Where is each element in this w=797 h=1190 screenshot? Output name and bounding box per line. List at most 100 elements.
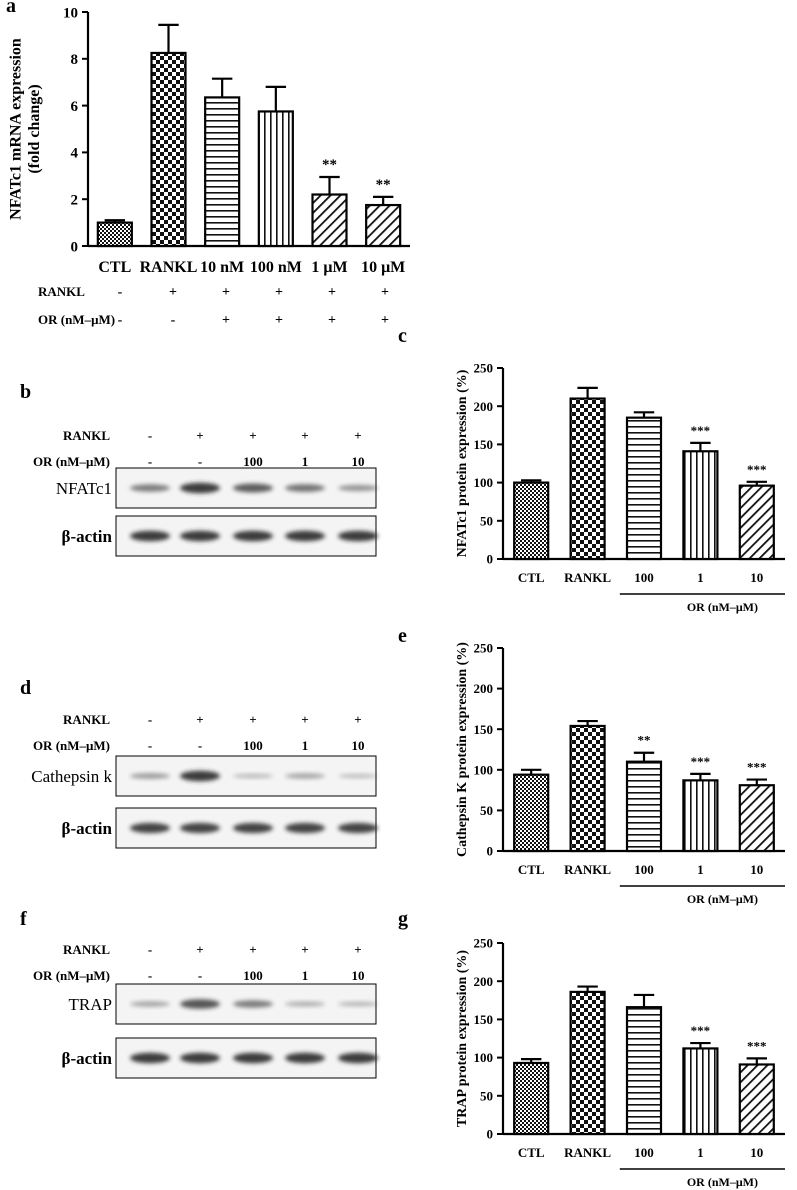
- significance-label: **: [376, 177, 391, 193]
- y-tick-label: 0: [487, 552, 494, 567]
- condition-mark: -: [118, 285, 123, 300]
- bar: [365, 203, 402, 248]
- significance-label: ***: [691, 754, 711, 769]
- x-category-label: 10 nM: [200, 259, 244, 276]
- blot-band: [233, 1000, 273, 1008]
- blot-row-label: TRAP: [69, 995, 112, 1014]
- y-tick-label: 6: [71, 99, 79, 115]
- significance-label: ***: [747, 1038, 767, 1053]
- y-tick-label: 250: [474, 936, 494, 951]
- blot-band: [180, 530, 220, 542]
- panel-label-d: d: [20, 677, 31, 699]
- blot-condition-label: RANKL: [63, 942, 110, 957]
- blot-band: [285, 1052, 325, 1064]
- y-tick-label: 0: [487, 1127, 494, 1142]
- condition-mark: +: [381, 285, 389, 300]
- x-category-label: RANKL: [564, 862, 611, 877]
- bar: [311, 193, 348, 248]
- x-category-label: CTL: [518, 570, 545, 585]
- condition-row-label: OR (nM–μM): [38, 312, 115, 327]
- group-label: OR (nM–μM): [687, 600, 758, 614]
- y-tick-label: 0: [71, 239, 79, 255]
- blot-condition-label: OR (nM–μM): [33, 454, 110, 469]
- y-tick-label: 50: [480, 803, 493, 818]
- chart-nfatc1-mrna: 0 2 4 6 8 10 NFATc1 mRNA expression(fold chang…: [7, 5, 410, 328]
- condition-mark: +: [222, 313, 230, 328]
- panel-label-c: c: [398, 325, 407, 347]
- western-blot-nfatc1: RANKL - + + + + OR (nM–μM) - - 100 1 10 NFATc1 β-acti…: [33, 428, 378, 557]
- blot-condition-mark: +: [249, 712, 256, 727]
- x-category-label: 100: [634, 570, 654, 585]
- condition-mark: +: [328, 285, 336, 300]
- western-blot-trap: RANKL - + + + + OR (nM–μM) - - 100 1 10 TRAP β-actin: [33, 942, 378, 1079]
- blot-condition-mark: 100: [243, 968, 263, 983]
- blot-condition-mark: 1: [302, 738, 309, 753]
- blot-band: [285, 530, 325, 542]
- x-category-label: 10 μM: [361, 259, 405, 276]
- blot-row-label: β-actin: [61, 527, 112, 546]
- y-tick-label: 150: [474, 1012, 494, 1027]
- blot-condition-mark: 10: [352, 738, 365, 753]
- blot-row-label: Cathepsin k: [31, 767, 112, 786]
- x-category-label: 100: [634, 862, 654, 877]
- x-category-label: 1 μM: [311, 259, 347, 276]
- x-category-label: 1: [697, 862, 704, 877]
- y-tick-label: 50: [480, 513, 493, 528]
- x-category-label: 100 nM: [250, 259, 302, 276]
- blot-band: [338, 1001, 378, 1007]
- group-label: OR (nM–μM): [687, 892, 758, 906]
- y-tick-label: 100: [474, 762, 494, 777]
- blot-band: [338, 773, 378, 779]
- blot-band: [130, 822, 170, 834]
- condition-row-label: RANKL: [38, 284, 85, 299]
- blot-row-label: NFATc1: [56, 479, 112, 498]
- y-tick-label: 200: [474, 974, 494, 989]
- y-tick-label: 100: [474, 475, 494, 490]
- chart-nfatc1-protein: 0 50 100 150 200 250 NFATc1 protein expression…: [455, 361, 785, 614]
- blot-condition-mark: 1: [302, 454, 309, 469]
- x-category-label: RANKL: [564, 1145, 611, 1160]
- blot-condition-mark: +: [301, 712, 308, 727]
- y-tick-label: 4: [71, 146, 79, 162]
- blot-condition-mark: 10: [352, 454, 365, 469]
- bar: [257, 110, 294, 248]
- chart-cathepsin-k-protein: 0 50 100 150 200 250 Cathepsin K protein expre…: [455, 641, 785, 906]
- y-tick-label: 150: [474, 722, 494, 737]
- western-blot-cathepsin-k: RANKL - + + + + OR (nM–μM) - - 100 1 10 Cathepsin k β…: [31, 712, 378, 849]
- bar: [150, 51, 187, 248]
- blot-condition-label: RANKL: [63, 712, 110, 727]
- blot-band: [130, 773, 170, 779]
- bar: [625, 416, 663, 561]
- panel-label-b: b: [20, 381, 31, 403]
- blot-condition-mark: -: [148, 968, 152, 983]
- blot-band: [233, 483, 273, 493]
- blot-condition-mark: 1: [302, 968, 309, 983]
- condition-mark: +: [275, 313, 283, 328]
- blot-condition-mark: +: [196, 428, 203, 443]
- bar: [682, 450, 719, 561]
- group-label: OR (nM–μM): [687, 1175, 758, 1189]
- y-tick-label: 10: [63, 5, 78, 21]
- blot-band: [338, 822, 378, 834]
- bar: [625, 1006, 663, 1136]
- bar: [96, 221, 133, 248]
- condition-mark: -: [171, 313, 176, 328]
- bar: [569, 397, 606, 561]
- blot-condition-label: OR (nM–μM): [33, 738, 110, 753]
- bar: [569, 724, 606, 853]
- blot-condition-mark: 10: [352, 968, 365, 983]
- blot-band: [338, 484, 378, 492]
- blot-condition-label: RANKL: [63, 428, 110, 443]
- x-category-label: 10: [750, 862, 763, 877]
- blot-condition-label: OR (nM–μM): [33, 968, 110, 983]
- x-category-label: CTL: [98, 259, 131, 276]
- bar: [682, 779, 719, 853]
- y-axis-label: NFATc1 protein expression (%): [455, 369, 470, 557]
- y-tick-label: 50: [480, 1088, 493, 1103]
- y-axis-label: TRAP protein expression (%): [455, 950, 470, 1128]
- condition-mark: +: [275, 285, 283, 300]
- blot-row-label: β-actin: [61, 819, 112, 838]
- bar: [569, 990, 606, 1136]
- blot-band: [285, 773, 325, 779]
- blot-band: [233, 1052, 273, 1064]
